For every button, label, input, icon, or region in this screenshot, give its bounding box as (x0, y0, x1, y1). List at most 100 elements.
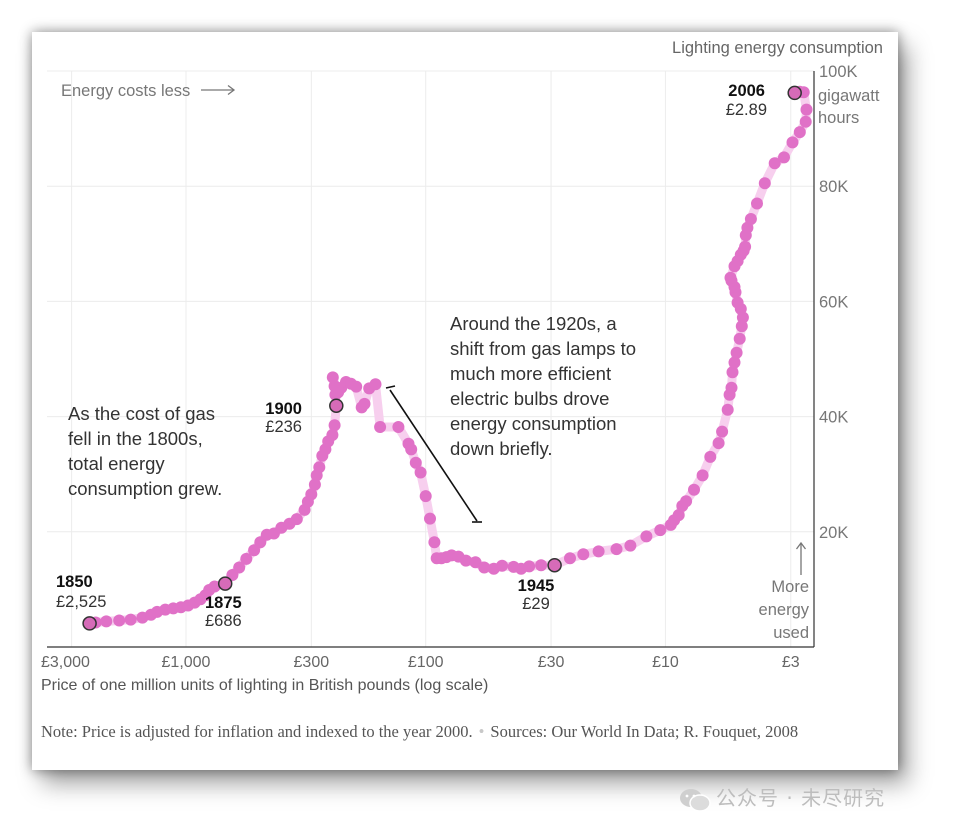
data-point (680, 495, 693, 508)
data-point (724, 271, 737, 284)
data-point (731, 296, 744, 309)
grid-lines (47, 70, 814, 647)
note-text: Note: Price is adjusted for inflation an… (41, 722, 473, 741)
data-point (240, 552, 253, 565)
data-point (799, 115, 812, 128)
footer-note: Note: Price is adjusted for inflation an… (41, 720, 841, 744)
more-energy-label: More energy used (759, 578, 810, 642)
data-point (624, 539, 637, 552)
data-point (712, 437, 725, 450)
data-point (733, 332, 746, 345)
x-tick-label: £3 (782, 654, 800, 671)
highlight-label-2006: 2006 £2.89 (726, 82, 767, 119)
data-point (739, 240, 752, 253)
data-point (409, 456, 422, 469)
price-label: £2,525 (56, 593, 106, 611)
highlight-point-1850 (82, 616, 97, 631)
data-point (716, 425, 729, 438)
arrow-up-icon (795, 541, 807, 575)
data-point (358, 397, 371, 410)
x-tick-label: £300 (294, 654, 330, 671)
highlight-points (82, 85, 802, 631)
series-path (85, 87, 811, 628)
chart-title: Lighting energy consumption (672, 39, 883, 57)
highlight-point-2006 (787, 85, 802, 101)
y-tick-label: 20K (819, 524, 848, 542)
highlight-point-1945 (547, 557, 562, 573)
price-label: £236 (265, 418, 302, 436)
data-point (768, 157, 781, 170)
data-point (640, 530, 653, 543)
data-point (728, 356, 741, 369)
data-point (672, 509, 685, 522)
arrow-right-icon (201, 84, 236, 96)
x-axis-label: Price of one million units of lighting i… (41, 677, 488, 694)
left-annotation-line: As the cost of gas (68, 403, 215, 424)
y-unit-label-2: hours (818, 109, 859, 127)
data-point (688, 483, 700, 496)
data-point (751, 197, 763, 210)
x-tick-label: £10 (652, 654, 679, 671)
data-point (800, 103, 813, 116)
data-point (424, 512, 436, 525)
data-point (478, 561, 491, 574)
data-point (124, 613, 137, 626)
data-point (535, 559, 548, 572)
data-point (369, 378, 382, 391)
data-point (326, 371, 339, 384)
data-point (392, 421, 405, 433)
year-label: 1900 (265, 400, 302, 418)
y-unit-label-1: gigawatt (818, 87, 880, 105)
data-point (496, 559, 509, 572)
separator-dot: • (478, 722, 485, 741)
data-point (405, 443, 418, 456)
data-point (735, 320, 748, 333)
year-label: 2006 (728, 82, 765, 100)
data-point (730, 346, 743, 359)
highlight-label-1875: 1875 £686 (205, 594, 242, 630)
data-point (577, 548, 590, 561)
highlight-point-1900 (329, 398, 344, 413)
data-point (523, 560, 536, 573)
data-point (305, 488, 318, 501)
data-point (564, 552, 576, 565)
data-point (610, 543, 623, 556)
data-point (374, 421, 387, 433)
data-point (786, 136, 799, 149)
left-annotation-line: consumption grew. (68, 478, 222, 499)
watermark: 公众号 · 未尽研究 (678, 782, 885, 813)
data-point (744, 213, 757, 225)
data-point (208, 580, 221, 593)
data-point (793, 126, 806, 139)
data-point (696, 469, 709, 482)
left-annotation-line: total energy (68, 453, 165, 474)
highlight-point-1875 (217, 576, 233, 591)
x-tick-label: £1,000 (162, 654, 211, 671)
price-label: £686 (205, 612, 242, 630)
axes: £3,000 £1,000 £300 £100 £30 £10 £3 20K 40K 60K 80K… (41, 63, 858, 671)
more-energy-line: used (773, 624, 809, 642)
data-point (778, 151, 790, 164)
highlight-label-1945: 1945 £29 (518, 577, 555, 613)
y-tick-label: 40K (819, 409, 848, 427)
year-label: 1850 (56, 573, 93, 591)
x-tick-label: £3,000 (41, 654, 90, 671)
data-point (290, 513, 303, 526)
data-point (654, 524, 667, 537)
data-point (233, 561, 246, 574)
highlight-label-1850: 1850 £2,525 (56, 573, 106, 611)
right-annotation: Around the 1920s, a shift from gas lamps… (450, 313, 636, 459)
right-annotation-line: down briefly. (450, 438, 552, 459)
data-point (758, 177, 771, 190)
year-label: 1875 (205, 594, 242, 612)
data-point (459, 554, 472, 567)
data-point (428, 536, 441, 549)
right-annotation-line: electric bulbs drove (450, 388, 609, 409)
right-annotation-line: shift from gas lamps to (450, 338, 636, 359)
y-tick-label: 80K (819, 178, 848, 196)
data-point (313, 461, 326, 474)
energy-costs-less-label: Energy costs less (61, 82, 190, 100)
data-point (469, 556, 482, 569)
data-point (725, 381, 738, 394)
